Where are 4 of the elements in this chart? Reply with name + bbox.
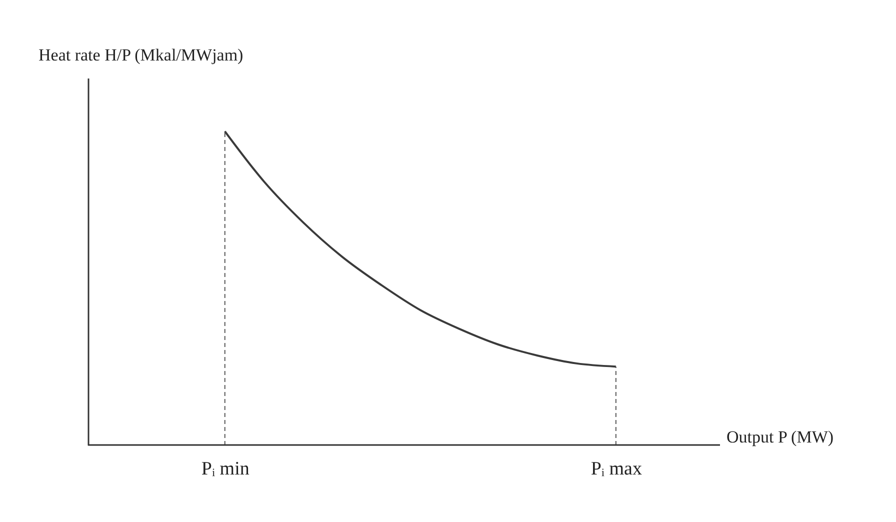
x-axis-title: Output P (MW) [726,428,834,446]
y-axis-title: Heat rate H/P (Mkal/MWjam) [38,46,244,64]
x-tick-label: Pᵢ max [590,458,642,480]
x-tick-label: Pᵢ min [201,458,250,480]
